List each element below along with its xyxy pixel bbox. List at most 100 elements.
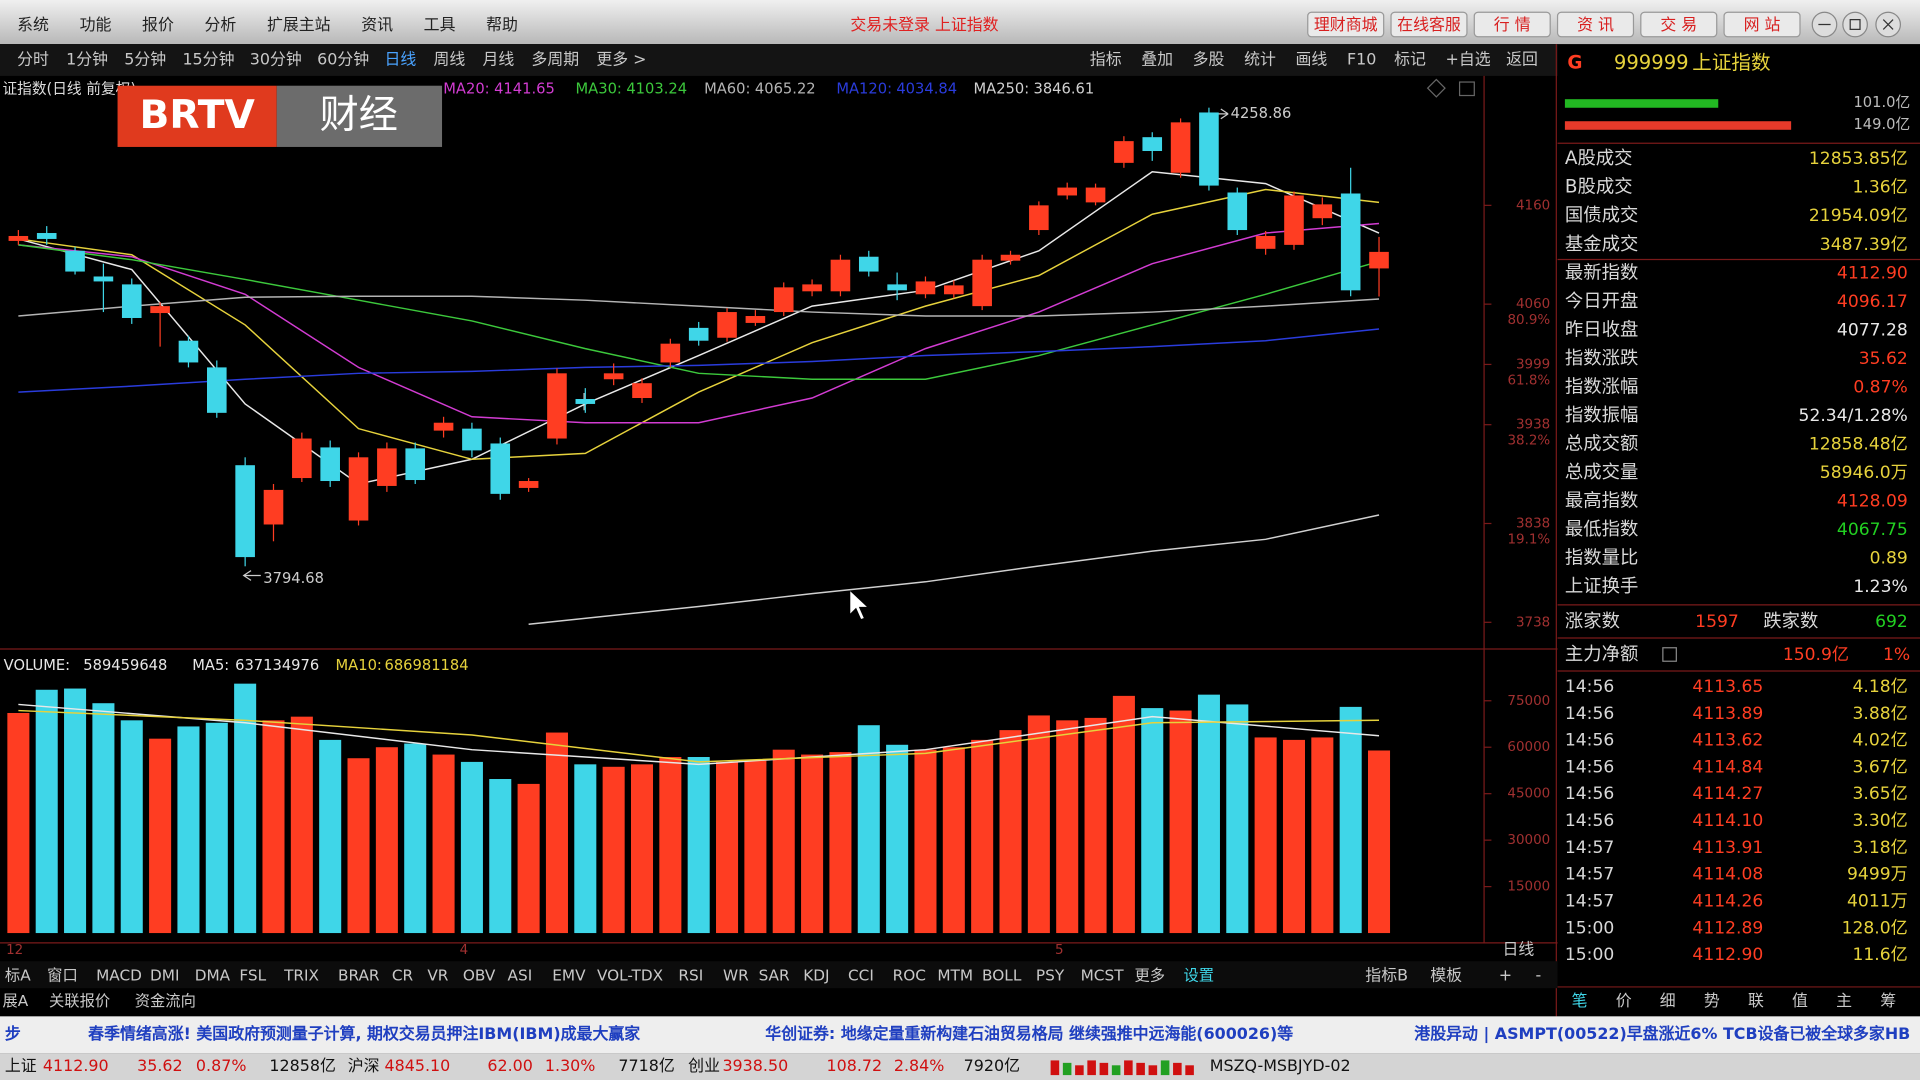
indicator-tab[interactable]: PSY — [1036, 966, 1065, 984]
top-button[interactable] — [1390, 11, 1468, 38]
indicator-tab[interactable]: CCI — [848, 966, 874, 984]
indicator-tab[interactable]: MTM — [937, 966, 973, 984]
top-button[interactable] — [1640, 11, 1718, 38]
top-button[interactable] — [1556, 11, 1635, 38]
menu-item[interactable]: 功能 — [80, 15, 112, 34]
indicator-tab[interactable]: BRAR — [338, 966, 380, 984]
sub-tab[interactable]: 展A — [2, 992, 28, 1010]
indicator-tab[interactable]: BOLL — [982, 966, 1022, 984]
tick-time: 14:57 — [1565, 838, 1614, 858]
tool-button[interactable]: 返回 — [1506, 50, 1538, 69]
news-item[interactable]: 港股异动 | ASMPT(00522)早盘涨近6% TCB设备已被全球多家HB — [1414, 1024, 1910, 1044]
menu-item[interactable]: 资讯 — [361, 15, 393, 34]
indicator-tab[interactable]: DMA — [195, 966, 231, 984]
period-tab[interactable]: 多周期 — [531, 50, 579, 69]
indicator-tab[interactable]: 模板 — [1430, 965, 1462, 984]
icon[interactable] — [1458, 81, 1475, 97]
menu-item[interactable]: 分析 — [204, 15, 236, 34]
menu-item[interactable]: 扩展主站 — [267, 15, 331, 34]
volume-bar — [120, 720, 143, 934]
panel-tab[interactable]: 势 — [1704, 991, 1720, 1010]
menu-item[interactable]: 工具 — [424, 15, 456, 34]
panel-tab[interactable]: 价 — [1616, 991, 1632, 1010]
indicator-tab[interactable]: - — [1536, 965, 1542, 984]
period-tab[interactable]: 分时 — [17, 50, 49, 69]
maximize[interactable] — [1842, 11, 1868, 38]
top-button-label[interactable]: 资 讯 — [1577, 15, 1614, 34]
top-button-label[interactable]: 在线客服 — [1397, 15, 1461, 34]
period-tab[interactable]: 周线 — [433, 50, 465, 69]
candle-body — [660, 343, 681, 363]
indicator-tab[interactable]: KDJ — [803, 966, 829, 984]
top-button[interactable] — [1723, 11, 1801, 38]
tool-button[interactable]: 标记 — [1394, 50, 1426, 69]
indicator-tab[interactable]: VOL-TDX — [597, 966, 663, 984]
top-button-label[interactable]: 理财商城 — [1314, 15, 1378, 34]
status-item: 62.00 — [487, 1056, 533, 1075]
candle-body — [603, 373, 624, 380]
panel-tab[interactable]: 筹 — [1880, 991, 1896, 1010]
indicator-tab[interactable]: 更多 — [1134, 966, 1165, 984]
candle-body — [972, 259, 992, 307]
menu-item[interactable]: 报价 — [142, 15, 174, 34]
top-button-label[interactable]: 网 站 — [1744, 15, 1781, 34]
panel-tab[interactable]: 联 — [1748, 991, 1764, 1010]
indicator-tab[interactable]: ROC — [893, 966, 926, 984]
panel-tab[interactable]: 主 — [1836, 991, 1852, 1010]
y-tick-label: 3999 — [1516, 357, 1550, 372]
indicator-tab[interactable]: + — [1499, 965, 1512, 984]
period-tab[interactable]: 日线 — [384, 50, 416, 69]
panel-tab[interactable]: 值 — [1792, 991, 1808, 1010]
top-button[interactable] — [1473, 11, 1551, 38]
news-item[interactable]: 华创证券: 地缘定量重新构建石油贸易格局 继续强推中远海能(600026)等 — [765, 1024, 1293, 1043]
indicator-tab[interactable]: MACD — [96, 966, 142, 984]
news-item[interactable]: 春季情绪高涨! 美国政府预测量子计算, 期权交易员押注IBM(IBM)成最大赢家 — [87, 1024, 640, 1043]
tool-button[interactable]: 指标 — [1090, 50, 1122, 69]
period-tab[interactable]: 5分钟 — [124, 50, 166, 69]
period-tab[interactable]: 月线 — [482, 50, 514, 69]
top-button-label[interactable]: 交 易 — [1660, 15, 1697, 34]
tool-button[interactable]: 画线 — [1296, 50, 1328, 69]
panel-tab[interactable]: 细 — [1660, 991, 1676, 1010]
indicator-tab[interactable]: VR — [427, 966, 448, 984]
breadth-label: 涨家数 — [1565, 611, 1620, 632]
indicator-tab[interactable]: MCST — [1081, 966, 1125, 984]
menu-item[interactable]: 系统 — [17, 15, 49, 34]
indicator-tab[interactable]: TRIX — [283, 966, 319, 984]
tool-button[interactable]: 多股 — [1193, 50, 1225, 69]
indicator-tab[interactable]: DMI — [150, 966, 180, 984]
logo-mark-bg — [117, 85, 277, 147]
indicator-tab[interactable]: ASI — [508, 966, 533, 984]
indicator-tab[interactable]: WR — [723, 966, 749, 984]
period-tab[interactable]: 1分钟 — [66, 50, 108, 69]
panel-tab[interactable]: 笔 — [1572, 991, 1588, 1010]
indicator-tab[interactable]: FSL — [239, 966, 266, 984]
indicator-tab[interactable]: RSI — [678, 966, 703, 984]
icon[interactable] — [1426, 78, 1446, 98]
net-icon[interactable] — [1662, 647, 1677, 662]
tool-button[interactable]: 叠加 — [1141, 50, 1173, 69]
top-button[interactable] — [1307, 11, 1385, 38]
indicator-tab[interactable]: 设置 — [1183, 966, 1214, 984]
period-tab[interactable]: 30分钟 — [250, 50, 302, 69]
top-button-label[interactable]: 行 情 — [1494, 15, 1531, 34]
indicator-tab[interactable]: CR — [392, 966, 414, 984]
period-label: 日线 — [1502, 940, 1534, 959]
indicator-tab[interactable]: 指标B — [1365, 965, 1408, 984]
tool-button[interactable]: F10 — [1347, 50, 1376, 69]
menu-item[interactable]: 帮助 — [486, 15, 518, 34]
indicator-tab[interactable]: SAR — [759, 966, 790, 984]
indicator-tab[interactable]: OBV — [463, 966, 496, 984]
sub-tab[interactable]: 关联报价 — [49, 992, 110, 1010]
period-tab[interactable]: 更多 > — [596, 50, 646, 69]
candle-body — [462, 428, 482, 451]
indicator-tab[interactable]: EMV — [552, 966, 586, 984]
tool-button[interactable]: +自选 — [1446, 50, 1491, 69]
indicator-tab[interactable]: 标A — [5, 966, 31, 984]
sub-tab[interactable]: 资金流向 — [135, 992, 196, 1010]
period-tab[interactable]: 15分钟 — [182, 50, 234, 69]
tool-button[interactable]: 统计 — [1244, 50, 1276, 69]
indicator-tab[interactable]: 窗口 — [47, 966, 78, 984]
window-controls[interactable] — [1811, 11, 1902, 38]
period-tab[interactable]: 60分钟 — [317, 50, 369, 69]
